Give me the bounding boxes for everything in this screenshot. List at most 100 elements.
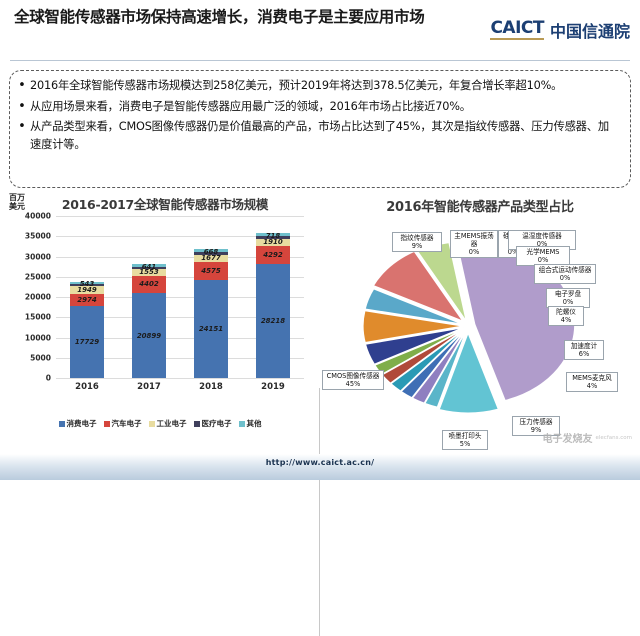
pie-label-percent: 4% bbox=[586, 382, 598, 390]
bar-chart-value-label: 1677 bbox=[201, 254, 221, 263]
bar-chart-title: 2016-2017全球智能传感器市场规模 bbox=[61, 197, 269, 212]
legend-swatch bbox=[103, 420, 110, 427]
pie-slice-label: 电子罗盘 0% bbox=[546, 288, 590, 308]
bar-chart-axis-unit: 百万美元 bbox=[9, 193, 25, 211]
logo-mark: CAICT bbox=[490, 19, 544, 41]
bullet-text: 从应用场景来看，消费电子是智能传感器应用最广泛的领域，2016年市场占比接近70… bbox=[30, 99, 471, 113]
bar-chart-value-label: 668 bbox=[203, 248, 219, 257]
pie-slice-label: CMOS图像传感器 45% bbox=[322, 370, 384, 390]
bar-chart-gridline bbox=[56, 236, 304, 238]
pie-label-percent: 0% bbox=[468, 248, 480, 256]
pie-slice[interactable] bbox=[364, 327, 464, 366]
pie-label-percent: 9% bbox=[530, 426, 542, 434]
bar-chart-value-label: 4575 bbox=[201, 266, 221, 275]
bar-chart-legend-item[interactable]: 消费电子 bbox=[58, 418, 97, 429]
bar-chart-segment: 1949 bbox=[70, 286, 104, 294]
bar-chart-y-tick: 5000 bbox=[30, 353, 51, 363]
bar-chart-legend-item[interactable]: 医疗电子 bbox=[193, 418, 232, 429]
pie-slice[interactable] bbox=[423, 330, 467, 408]
bar-chart-x-tick: 2019 bbox=[261, 382, 285, 392]
bullet-text: 从产品类型来看，CMOS图像传感器仍是价值最高的产品，市场占比达到了45%，其次… bbox=[30, 120, 609, 151]
pie-label-percent: 0% bbox=[536, 240, 548, 248]
pie-label-name: 光学MEMS bbox=[526, 248, 560, 256]
bar-chart-y-tick: 30000 bbox=[24, 252, 51, 261]
bar-chart-segment bbox=[70, 281, 104, 285]
bullet-dot-icon: • bbox=[18, 119, 26, 134]
bar-chart-segment: 4402 bbox=[132, 275, 166, 294]
bar-chart-column[interactable]: 718 1910 4292 28218 bbox=[256, 232, 290, 378]
bullet-text: 2016年全球智能传感器市场规模达到258亿美元，预计2019年将达到378.5… bbox=[30, 79, 563, 92]
legend-swatch bbox=[193, 420, 200, 427]
bar-chart-y-tick: 10000 bbox=[24, 333, 51, 342]
pie-label-name: MEMS麦克风 bbox=[572, 374, 612, 382]
bar-chart-gridline bbox=[56, 276, 304, 278]
bar-chart-legend-item[interactable]: 工业电子 bbox=[148, 418, 187, 429]
bar-chart-value-label: 4292 bbox=[263, 251, 283, 260]
pie-slice-label: 喷墨打印头 5% bbox=[442, 430, 488, 450]
bar-chart-y-tick: 35000 bbox=[24, 231, 51, 241]
page-footer: http://www.caict.ac.cn/ bbox=[0, 454, 640, 480]
pie-slice[interactable] bbox=[400, 329, 466, 399]
bar-chart-segment: 2974 bbox=[70, 294, 104, 307]
legend-swatch bbox=[148, 420, 155, 427]
bar-chart-legend-item[interactable]: 汽车电子 bbox=[103, 418, 142, 429]
bar-chart-legend: 消费电子 汽车电子 工业电子 医疗电子 其他 bbox=[20, 418, 300, 429]
bar-chart-segment: 543 bbox=[70, 280, 104, 288]
pie-label-name: CMOS图像传感器 bbox=[326, 372, 380, 380]
bar-chart-gridline bbox=[56, 317, 304, 319]
watermark-text: 电子发烧友 bbox=[542, 434, 593, 445]
footer-url[interactable]: http://www.caict.ac.cn/ bbox=[265, 458, 375, 467]
pie-label-percent: 0% bbox=[507, 248, 519, 256]
bar-chart-y-tick: 40000 bbox=[24, 211, 51, 221]
bar-chart-segment: 718 bbox=[256, 232, 290, 240]
bar-chart-gridline bbox=[56, 378, 304, 379]
pie-slice-label: 加速度计 6% bbox=[564, 340, 604, 360]
pie-label-percent: 9% bbox=[411, 242, 423, 250]
bar-chart-segment: 668 bbox=[194, 248, 228, 256]
bullet-dot-icon: • bbox=[18, 78, 26, 93]
bar-chart-y-tick: 0 bbox=[45, 373, 51, 383]
pie-label-percent: 5% bbox=[459, 440, 471, 448]
pie-label-name: 电子罗盘 bbox=[554, 290, 582, 298]
pie-slice[interactable] bbox=[389, 329, 465, 392]
pie-slice[interactable] bbox=[411, 330, 467, 404]
pie-label-name: 陀螺仪 bbox=[556, 308, 576, 316]
bar-chart-value-label: 4402 bbox=[139, 280, 159, 289]
pie-slice[interactable] bbox=[362, 310, 464, 344]
bar-chart-value-label: 17729 bbox=[74, 338, 100, 347]
pie-slice[interactable] bbox=[438, 331, 500, 414]
bullet-item: • 2016年全球智能传感器市场规模达到258亿美元，预计2019年将达到378… bbox=[14, 77, 620, 95]
bar-chart-column[interactable]: 668 1677 4575 24151 bbox=[194, 248, 228, 378]
pie-label-name: 组合式运动传感器 bbox=[538, 266, 592, 274]
bar-chart-value-label: 2974 bbox=[77, 296, 97, 305]
pie-chart-panel: 2016年智能传感器产品类型占比 CMOS图像传感器 45% 指纹传感器 9% 主MEM… bbox=[320, 192, 640, 450]
page-header: 全球智能传感器市场保持高速增长，消费电子是主要应用市场 CAICT 中国信通院 bbox=[0, 0, 640, 62]
bar-chart-value-label: 24151 bbox=[198, 325, 224, 334]
pie-label-percent: 45% bbox=[345, 380, 361, 388]
pie-label-name: 主MEMS振荡器 bbox=[454, 232, 494, 248]
bar-chart-column[interactable]: 641 1553 4402 20899 bbox=[132, 263, 166, 378]
pie-label-name: 压力传感器 bbox=[519, 418, 553, 426]
bar-chart-legend-item[interactable]: 其他 bbox=[238, 418, 262, 429]
pie-slice[interactable] bbox=[364, 288, 464, 325]
bullet-item: • 从产品类型来看，CMOS图像传感器仍是价值最高的产品，市场占比达到了45%，… bbox=[14, 118, 620, 153]
pie-label-name: 指纹传感器 bbox=[400, 234, 434, 242]
bar-chart-x-tick: 2017 bbox=[137, 382, 161, 392]
bar-chart-segment bbox=[132, 264, 166, 267]
pie-label-percent: 6% bbox=[578, 350, 590, 358]
legend-label: 消费电子 bbox=[66, 419, 97, 428]
bar-chart-segment: 24151 bbox=[194, 280, 228, 378]
bar-chart-x-tick: 2016 bbox=[75, 382, 99, 392]
pie-slice-label: 压力传感器 9% bbox=[512, 416, 560, 436]
bar-chart-column[interactable]: 543 1949 2974 17729 bbox=[70, 280, 104, 378]
pie-slice-label: 光学MEMS 0% bbox=[516, 246, 570, 266]
bar-chart-x-tick: 2018 bbox=[199, 382, 223, 392]
bar-chart-value-label: 543 bbox=[79, 280, 95, 289]
watermark-subtext: elecfans.com bbox=[595, 434, 632, 441]
pie-slice-label: MEMS麦克风 4% bbox=[566, 372, 618, 392]
pie-slice-label: 陀螺仪 4% bbox=[548, 306, 584, 326]
bar-chart-y-tick: 25000 bbox=[24, 272, 51, 282]
bar-chart-gridline bbox=[56, 337, 304, 339]
logo-chinese-name: 中国信通院 bbox=[549, 22, 630, 41]
bar-chart-value-label: 1949 bbox=[77, 286, 97, 295]
